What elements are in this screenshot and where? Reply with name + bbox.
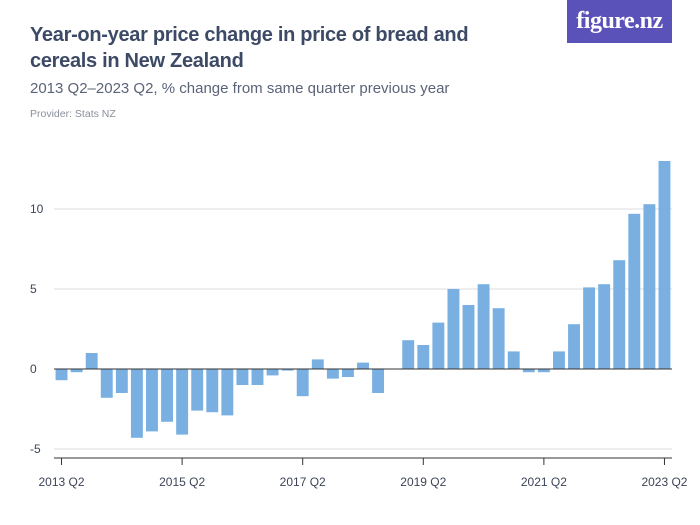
bar-2022-q2 <box>598 284 611 369</box>
bar-2015-q2 <box>176 369 189 435</box>
bar-2013-q3 <box>70 369 83 373</box>
data-provider: Provider: Stats NZ <box>30 108 116 120</box>
bar-2021-q4 <box>568 324 580 369</box>
bar-2016-q3 <box>251 369 264 385</box>
bar-2017-q4 <box>326 369 339 379</box>
bar-2017-q3 <box>311 359 324 369</box>
bar-2020-q4 <box>507 351 520 369</box>
bars <box>55 161 671 438</box>
bar-2018-q3 <box>372 369 385 393</box>
bar-2019-q1 <box>402 340 415 369</box>
chart-subtitle: 2013 Q2–2023 Q2, % change from same quar… <box>30 80 450 97</box>
x-tick-label: 2017 Q2 <box>280 475 326 489</box>
bar-2015-q1 <box>161 369 173 422</box>
bar-2017-q1 <box>281 369 294 371</box>
bar-2023-q2 <box>658 161 671 369</box>
bar-2013-q2 <box>55 369 68 381</box>
bar-2014-q3 <box>130 369 143 438</box>
y-tick-label: 0 <box>30 362 37 376</box>
x-tick-label: 2021 Q2 <box>521 475 567 489</box>
bar-2023-q1 <box>643 204 656 369</box>
bar-2018-q2 <box>357 362 369 369</box>
bar-2020-q3 <box>492 308 505 369</box>
figure-nz-logo[interactable]: figure.nz <box>567 0 672 43</box>
bar-2014-q1 <box>100 369 113 398</box>
bar-2019-q3 <box>432 322 445 369</box>
bar-2022-q1 <box>583 287 596 369</box>
bar-2016-q1 <box>221 369 234 416</box>
bar-2022-q4 <box>628 213 641 369</box>
y-tick-label: 10 <box>30 202 44 216</box>
bar-2013-q4 <box>85 353 98 369</box>
bar-2014-q2 <box>115 369 128 393</box>
chart-title: Year-on-year price change in price of br… <box>30 24 469 72</box>
bar-2016-q4 <box>266 369 279 376</box>
x-tick-label: 2019 Q2 <box>400 475 446 489</box>
axes: -5 0 5 10 2013 Q2 2015 Q2 2017 Q2 2019 Q2 2021 Q… <box>30 202 688 489</box>
bar-2016-q2 <box>236 369 249 385</box>
bar-2017-q2 <box>296 369 309 397</box>
bar-2019-q4 <box>447 289 460 369</box>
bar-2020-q2 <box>477 284 490 369</box>
x-tick-label: 2023 Q2 <box>641 475 687 489</box>
bar-2015-q3 <box>191 369 204 411</box>
gridlines <box>54 208 672 450</box>
bar-2020-q1 <box>462 305 475 369</box>
y-tick-label: 5 <box>30 282 37 296</box>
x-tick-label: 2015 Q2 <box>159 475 205 489</box>
y-tick-label: -5 <box>30 442 41 456</box>
bar-2021-q2 <box>537 369 550 373</box>
bar-2018-q1 <box>341 369 354 377</box>
bar-2021-q3 <box>553 351 565 369</box>
bar-2014-q4 <box>146 369 158 432</box>
bar-2015-q4 <box>206 369 219 413</box>
bar-2019-q2 <box>417 345 430 369</box>
bar-2022-q3 <box>613 260 626 369</box>
bar-2021-q1 <box>522 369 535 373</box>
x-tick-label: 2013 Q2 <box>39 475 85 489</box>
